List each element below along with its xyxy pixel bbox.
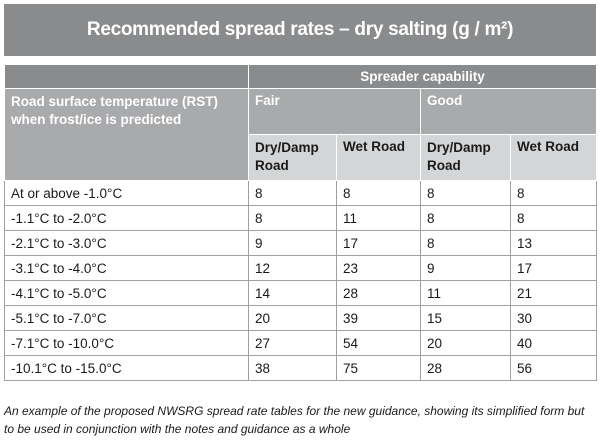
fair-dry-value: 8 <box>248 180 337 206</box>
table-row: -4.1°C to -5.0°C 14 28 11 21 <box>4 280 597 306</box>
table-row: At or above -1.0°C 8 8 8 8 <box>4 180 597 206</box>
good-dry-damp-header: Dry/Damp Road <box>420 134 511 181</box>
fair-wet-value: 17 <box>336 230 421 256</box>
good-dry-value: 8 <box>420 205 511 231</box>
good-wet-value: 21 <box>510 280 597 306</box>
table-caption: An example of the proposed NWSRG spread … <box>4 404 585 436</box>
fair-wet-value: 75 <box>336 355 421 381</box>
table-row: -5.1°C to -7.0°C 20 39 15 30 <box>4 305 597 331</box>
fair-dry-damp-header: Dry/Damp Road <box>248 134 337 181</box>
good-wet-value: 8 <box>510 180 597 206</box>
fair-wet-value: 28 <box>336 280 421 306</box>
good-wet-value: 8 <box>510 205 597 231</box>
table-row: -2.1°C to -3.0°C 9 17 8 13 <box>4 230 597 256</box>
fair-wet-value: 8 <box>336 180 421 206</box>
good-dry-value: 28 <box>420 355 511 381</box>
fair-wet-value: 23 <box>336 255 421 281</box>
fair-header: Fair <box>248 88 421 135</box>
table-row: -1.1°C to -2.0°C 8 11 8 8 <box>4 205 597 231</box>
fair-wet-value: 11 <box>336 205 421 231</box>
fair-dry-value: 12 <box>248 255 337 281</box>
fair-wet-header: Wet Road <box>336 134 421 181</box>
good-dry-value: 9 <box>420 255 511 281</box>
table-row: -7.1°C to -10.0°C 27 54 20 40 <box>4 330 597 356</box>
spreader-capability-header: Spreader capability <box>248 64 597 89</box>
temperature-cell: -10.1°C to -15.0°C <box>4 355 249 381</box>
good-dry-value: 8 <box>420 230 511 256</box>
temperature-cell: -1.1°C to -2.0°C <box>4 205 249 231</box>
good-wet-value: 13 <box>510 230 597 256</box>
fair-wet-value: 39 <box>336 305 421 331</box>
table-row: -10.1°C to -15.0°C 38 75 28 56 <box>4 355 597 381</box>
fair-dry-value: 8 <box>248 205 337 231</box>
table-row: -3.1°C to -4.0°C 12 23 9 17 <box>4 255 597 281</box>
good-wet-value: 17 <box>510 255 597 281</box>
good-dry-value: 8 <box>420 180 511 206</box>
fair-dry-value: 27 <box>248 330 337 356</box>
good-dry-value: 11 <box>420 280 511 306</box>
fair-wet-value: 54 <box>336 330 421 356</box>
spread-rates-table: Spreader capability Road surface tempera… <box>4 64 597 381</box>
good-wet-header: Wet Road <box>510 134 597 181</box>
temperature-cell: -3.1°C to -4.0°C <box>4 255 249 281</box>
header-blank-cell <box>4 64 249 89</box>
good-dry-value: 20 <box>420 330 511 356</box>
fair-dry-value: 9 <box>248 230 337 256</box>
good-header: Good <box>420 88 597 135</box>
temperature-cell: -7.1°C to -10.0°C <box>4 330 249 356</box>
fair-dry-value: 20 <box>248 305 337 331</box>
temperature-cell: -2.1°C to -3.0°C <box>4 230 249 256</box>
table-title: Recommended spread rates – dry salting (… <box>4 4 596 56</box>
good-wet-value: 56 <box>510 355 597 381</box>
rst-header: Road surface temperature (RST) when fros… <box>4 88 249 181</box>
temperature-cell: At or above -1.0°C <box>4 180 249 206</box>
good-wet-value: 40 <box>510 330 597 356</box>
good-wet-value: 30 <box>510 305 597 331</box>
fair-dry-value: 38 <box>248 355 337 381</box>
temperature-cell: -5.1°C to -7.0°C <box>4 305 249 331</box>
good-dry-value: 15 <box>420 305 511 331</box>
temperature-cell: -4.1°C to -5.0°C <box>4 280 249 306</box>
fair-dry-value: 14 <box>248 280 337 306</box>
